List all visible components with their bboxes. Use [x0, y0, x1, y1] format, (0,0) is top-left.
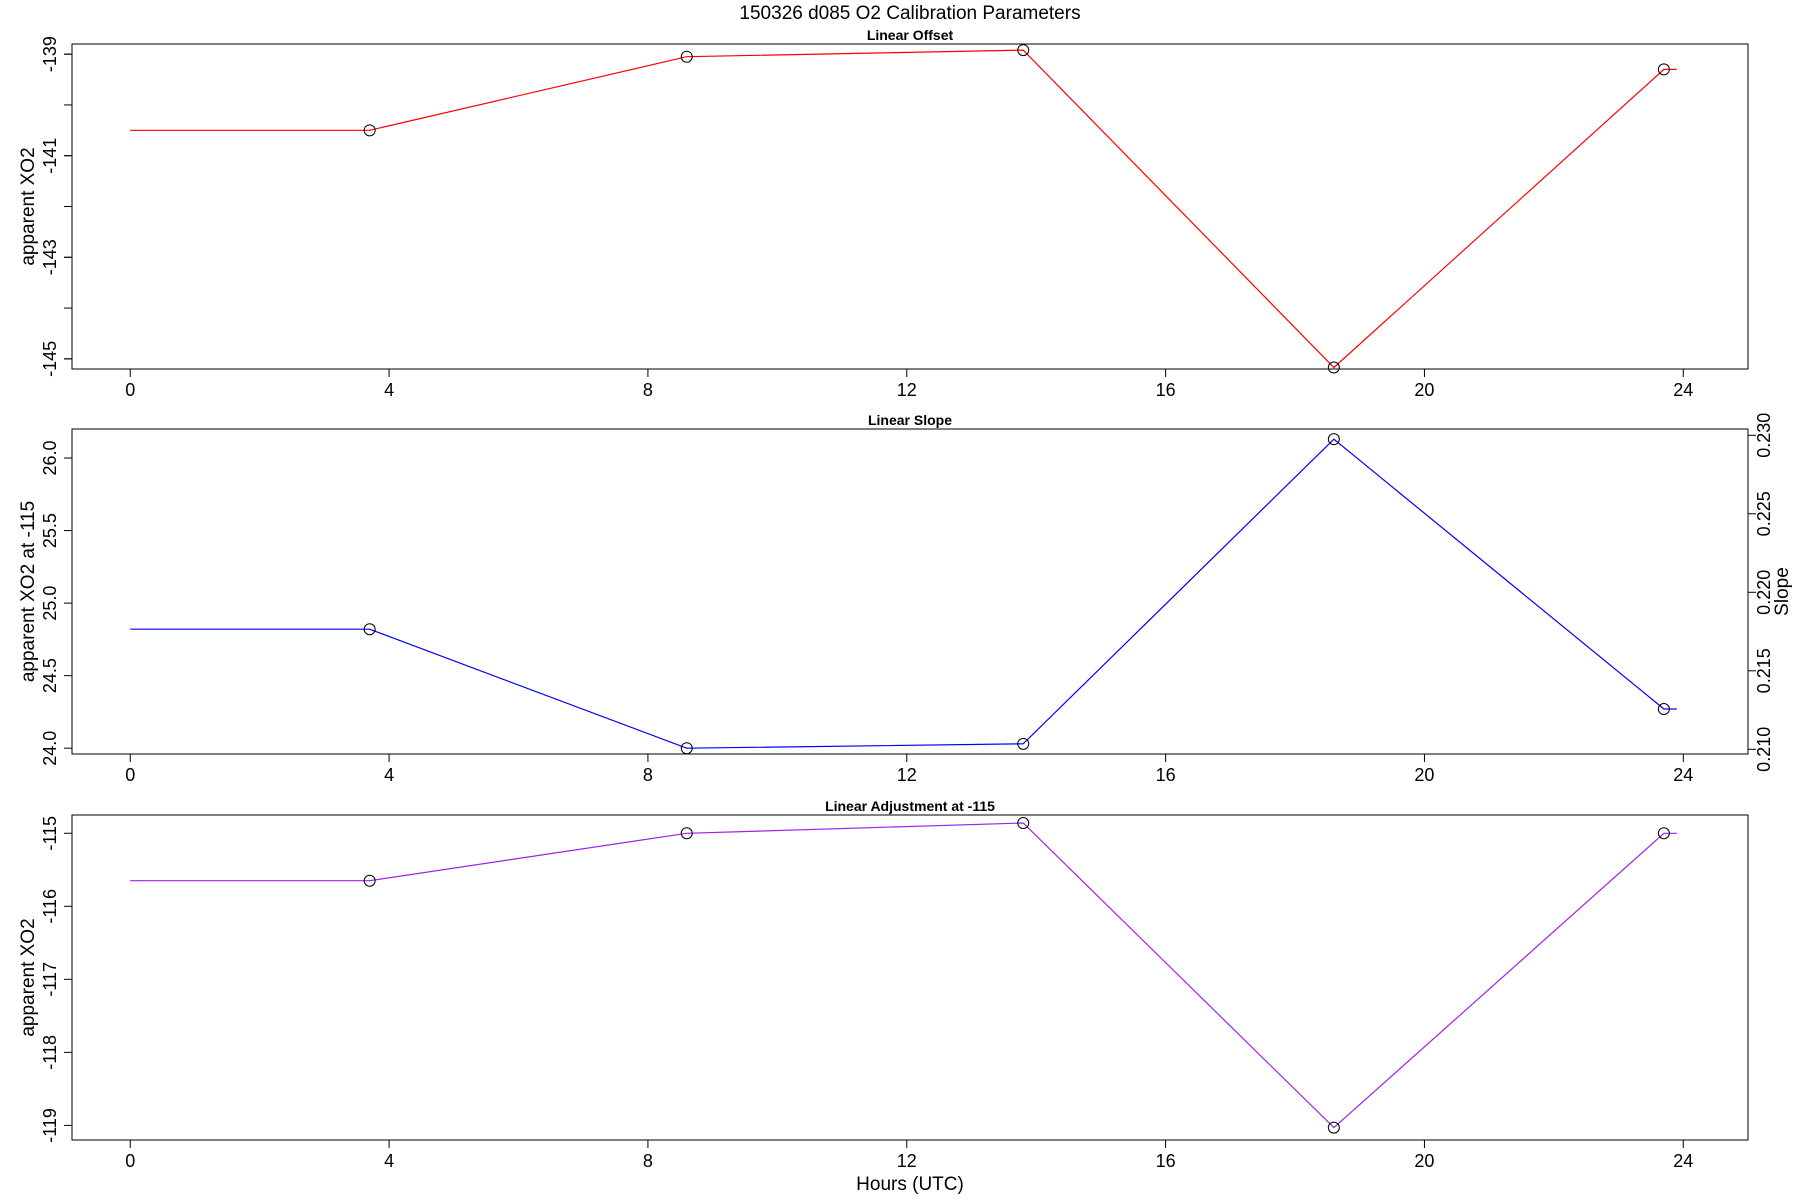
x-tick-label: 8: [643, 380, 653, 400]
panel-1-series-line: [130, 49, 1677, 369]
data-point-marker: [1657, 827, 1670, 840]
y-tick-label: -115: [40, 816, 60, 851]
panel-1-title: Linear Offset: [867, 27, 954, 43]
panel-2-frame: [71, 428, 1749, 755]
panel-2-y2-axis: 0.210 0.215 0.220 0.225 0.230: [1748, 413, 1774, 772]
y-tick-label: -143: [40, 239, 60, 275]
x-tick-label: 24: [1673, 765, 1693, 785]
x-tick-label: 8: [643, 1151, 653, 1171]
y2-tick-label: 0.225: [1754, 491, 1774, 536]
x-tick-label: 4: [384, 1151, 394, 1171]
x-tick-label: 12: [897, 1151, 917, 1171]
y-tick-label: -139: [40, 36, 60, 72]
panel-3-series-line: [130, 822, 1677, 1129]
data-point-marker: [363, 124, 376, 137]
x-tick-label: 24: [1673, 1151, 1693, 1171]
x-tick-label: 4: [384, 765, 394, 785]
data-point-marker: [1017, 817, 1030, 830]
y2-tick-label: 0.230: [1754, 413, 1774, 458]
data-point-marker: [1657, 63, 1670, 76]
panel-3: Linear Adjustment at -115 0 4 8 12 16 20 24 -119…: [18, 798, 1749, 1171]
figure-x-axis-label: Hours (UTC): [856, 1174, 964, 1195]
y2-tick-label: 0.210: [1754, 727, 1774, 772]
panel-1-y-axis-label: apparent XO2: [18, 147, 39, 265]
y-tick-label: 26.0: [40, 440, 60, 475]
x-tick-label: 4: [384, 380, 394, 400]
x-tick-label: 24: [1673, 380, 1693, 400]
y-tick-label: -116: [40, 889, 60, 924]
y-tick-label: -145: [40, 341, 60, 377]
y-tick-label: 25.5: [40, 513, 60, 548]
data-point-marker: [1327, 361, 1340, 374]
panel-3-x-axis: 0 4 8 12 16 20 24: [125, 1140, 1693, 1171]
x-tick-label: 16: [1156, 765, 1176, 785]
x-tick-label: 20: [1414, 380, 1434, 400]
panel-3-y-axis-label: apparent XO2: [18, 918, 39, 1036]
x-tick-label: 20: [1414, 1151, 1434, 1171]
panel-2-y-axis: 24.0 24.5 25.0 25.5 26.0: [40, 440, 72, 766]
data-point-marker: [680, 50, 693, 63]
panel-2-y-axis-label: apparent XO2 at -115: [18, 501, 39, 682]
data-point-marker: [680, 827, 693, 840]
data-point-marker: [363, 623, 376, 636]
data-point-marker: [1017, 44, 1030, 57]
data-point-marker: [1657, 703, 1670, 716]
panel-2-y2-axis-label: Slope: [1772, 567, 1793, 616]
figure-title: 150326 d085 O2 Calibration Parameters: [739, 3, 1080, 24]
y-tick-label: -117: [40, 962, 60, 997]
data-point-marker: [680, 742, 693, 755]
panel-3-title: Linear Adjustment at -115: [825, 798, 995, 814]
panel-1-x-axis: 0 4 8 12 16 20 24: [125, 369, 1693, 400]
panels: Linear Offset 0 4 8 12 16 20 24 -145 -143 -141 -139…: [18, 27, 1793, 1171]
panel-2-series-line: [130, 438, 1677, 749]
panel-2-x-axis: 0 4 8 12 16 20 24: [125, 754, 1693, 785]
x-tick-label: 0: [125, 765, 135, 785]
x-tick-label: 8: [643, 765, 653, 785]
data-point-marker: [1327, 1121, 1340, 1134]
y-tick-label: -119: [40, 1108, 60, 1143]
x-tick-label: 12: [897, 765, 917, 785]
panel-3-frame: [71, 814, 1749, 1141]
data-point-marker: [1017, 737, 1030, 750]
x-tick-label: 0: [125, 1151, 135, 1171]
x-tick-label: 16: [1156, 380, 1176, 400]
x-tick-label: 0: [125, 380, 135, 400]
y2-tick-label: 0.220: [1754, 570, 1774, 615]
panel-1-y-axis: -145 -143 -141 -139: [40, 36, 72, 377]
y-tick-label: 24.5: [40, 658, 60, 693]
panel-1: Linear Offset 0 4 8 12 16 20 24 -145 -143 -141 -139…: [18, 27, 1749, 400]
y2-tick-label: 0.215: [1754, 648, 1774, 693]
y-tick-label: 25.0: [40, 586, 60, 621]
y-tick-label: 24.0: [40, 731, 60, 766]
y-tick-label: -118: [40, 1035, 60, 1070]
data-point-marker: [1327, 433, 1340, 446]
x-tick-label: 16: [1156, 1151, 1176, 1171]
data-point-marker: [363, 874, 376, 887]
y-tick-label: -141: [40, 138, 60, 174]
x-tick-label: 12: [897, 380, 917, 400]
panel-2-title: Linear Slope: [868, 412, 952, 428]
x-tick-label: 20: [1414, 765, 1434, 785]
panel-3-y-axis: -119 -118 -117 -116 -115: [40, 816, 72, 1143]
